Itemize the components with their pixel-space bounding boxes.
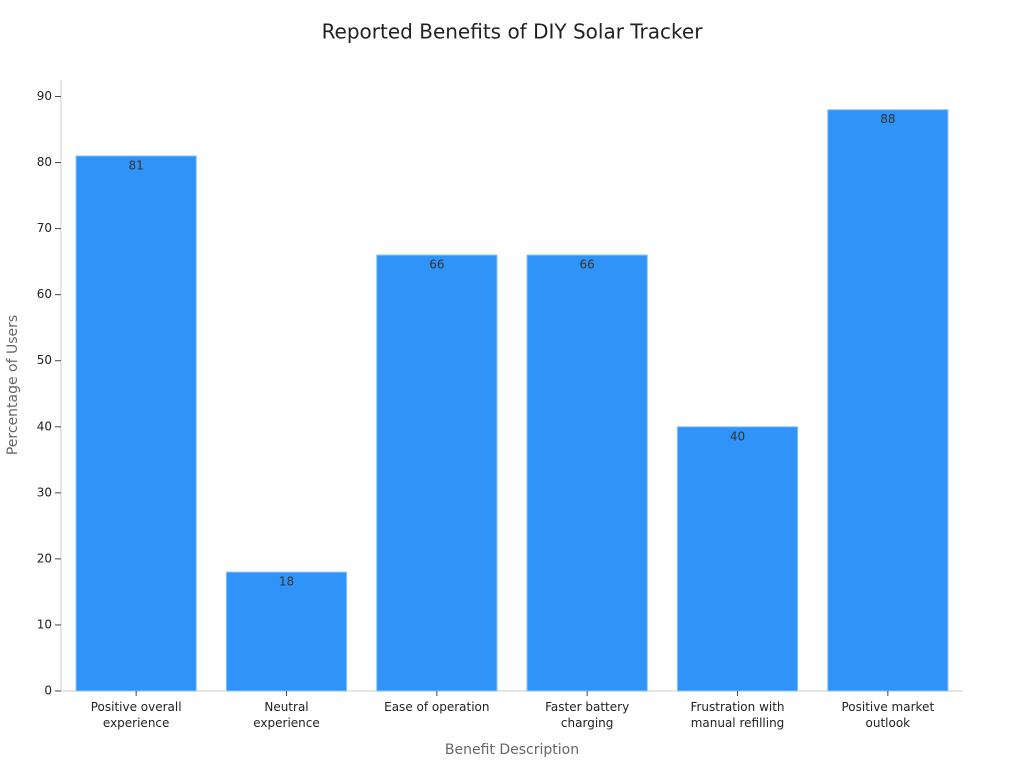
value-label: 18	[279, 575, 294, 589]
y-tick-label: 0	[44, 684, 52, 698]
bar	[676, 426, 799, 692]
value-label: 40	[730, 429, 745, 443]
y-tick-label: 50	[37, 353, 52, 367]
bar	[526, 254, 648, 692]
bar	[225, 571, 348, 692]
x-axis-label: Benefit Description	[445, 742, 579, 758]
value-label: 66	[429, 258, 444, 272]
y-tick-label: 30	[37, 485, 52, 499]
y-tick-label: 40	[37, 419, 52, 433]
x-tick-label: Faster battery charging	[545, 700, 630, 730]
x-tick-label: Positive overall experience	[90, 700, 182, 730]
chart-title: Reported Benefits of DIY Solar Tracker	[322, 20, 704, 44]
bar	[827, 109, 949, 692]
y-tick-label: 70	[37, 221, 52, 235]
x-tick-label: Positive market outlook	[841, 700, 935, 730]
x-tick-label: Neutral experience	[253, 700, 320, 730]
y-tick-label: 80	[37, 155, 52, 169]
value-label: 66	[580, 258, 595, 272]
y-axis-label: Percentage of Users	[5, 315, 21, 455]
bar	[75, 155, 197, 692]
y-tick-label: 20	[37, 551, 52, 565]
x-tick-label: Frustration with manual refilling	[690, 700, 785, 730]
y-tick-label: 90	[37, 89, 52, 103]
y-tick-label: 60	[37, 287, 52, 301]
y-tick-label: 10	[37, 617, 52, 631]
x-tick-label: Ease of operation	[384, 700, 490, 714]
bar	[376, 254, 498, 692]
value-label: 81	[129, 158, 144, 172]
value-label: 88	[880, 112, 895, 126]
